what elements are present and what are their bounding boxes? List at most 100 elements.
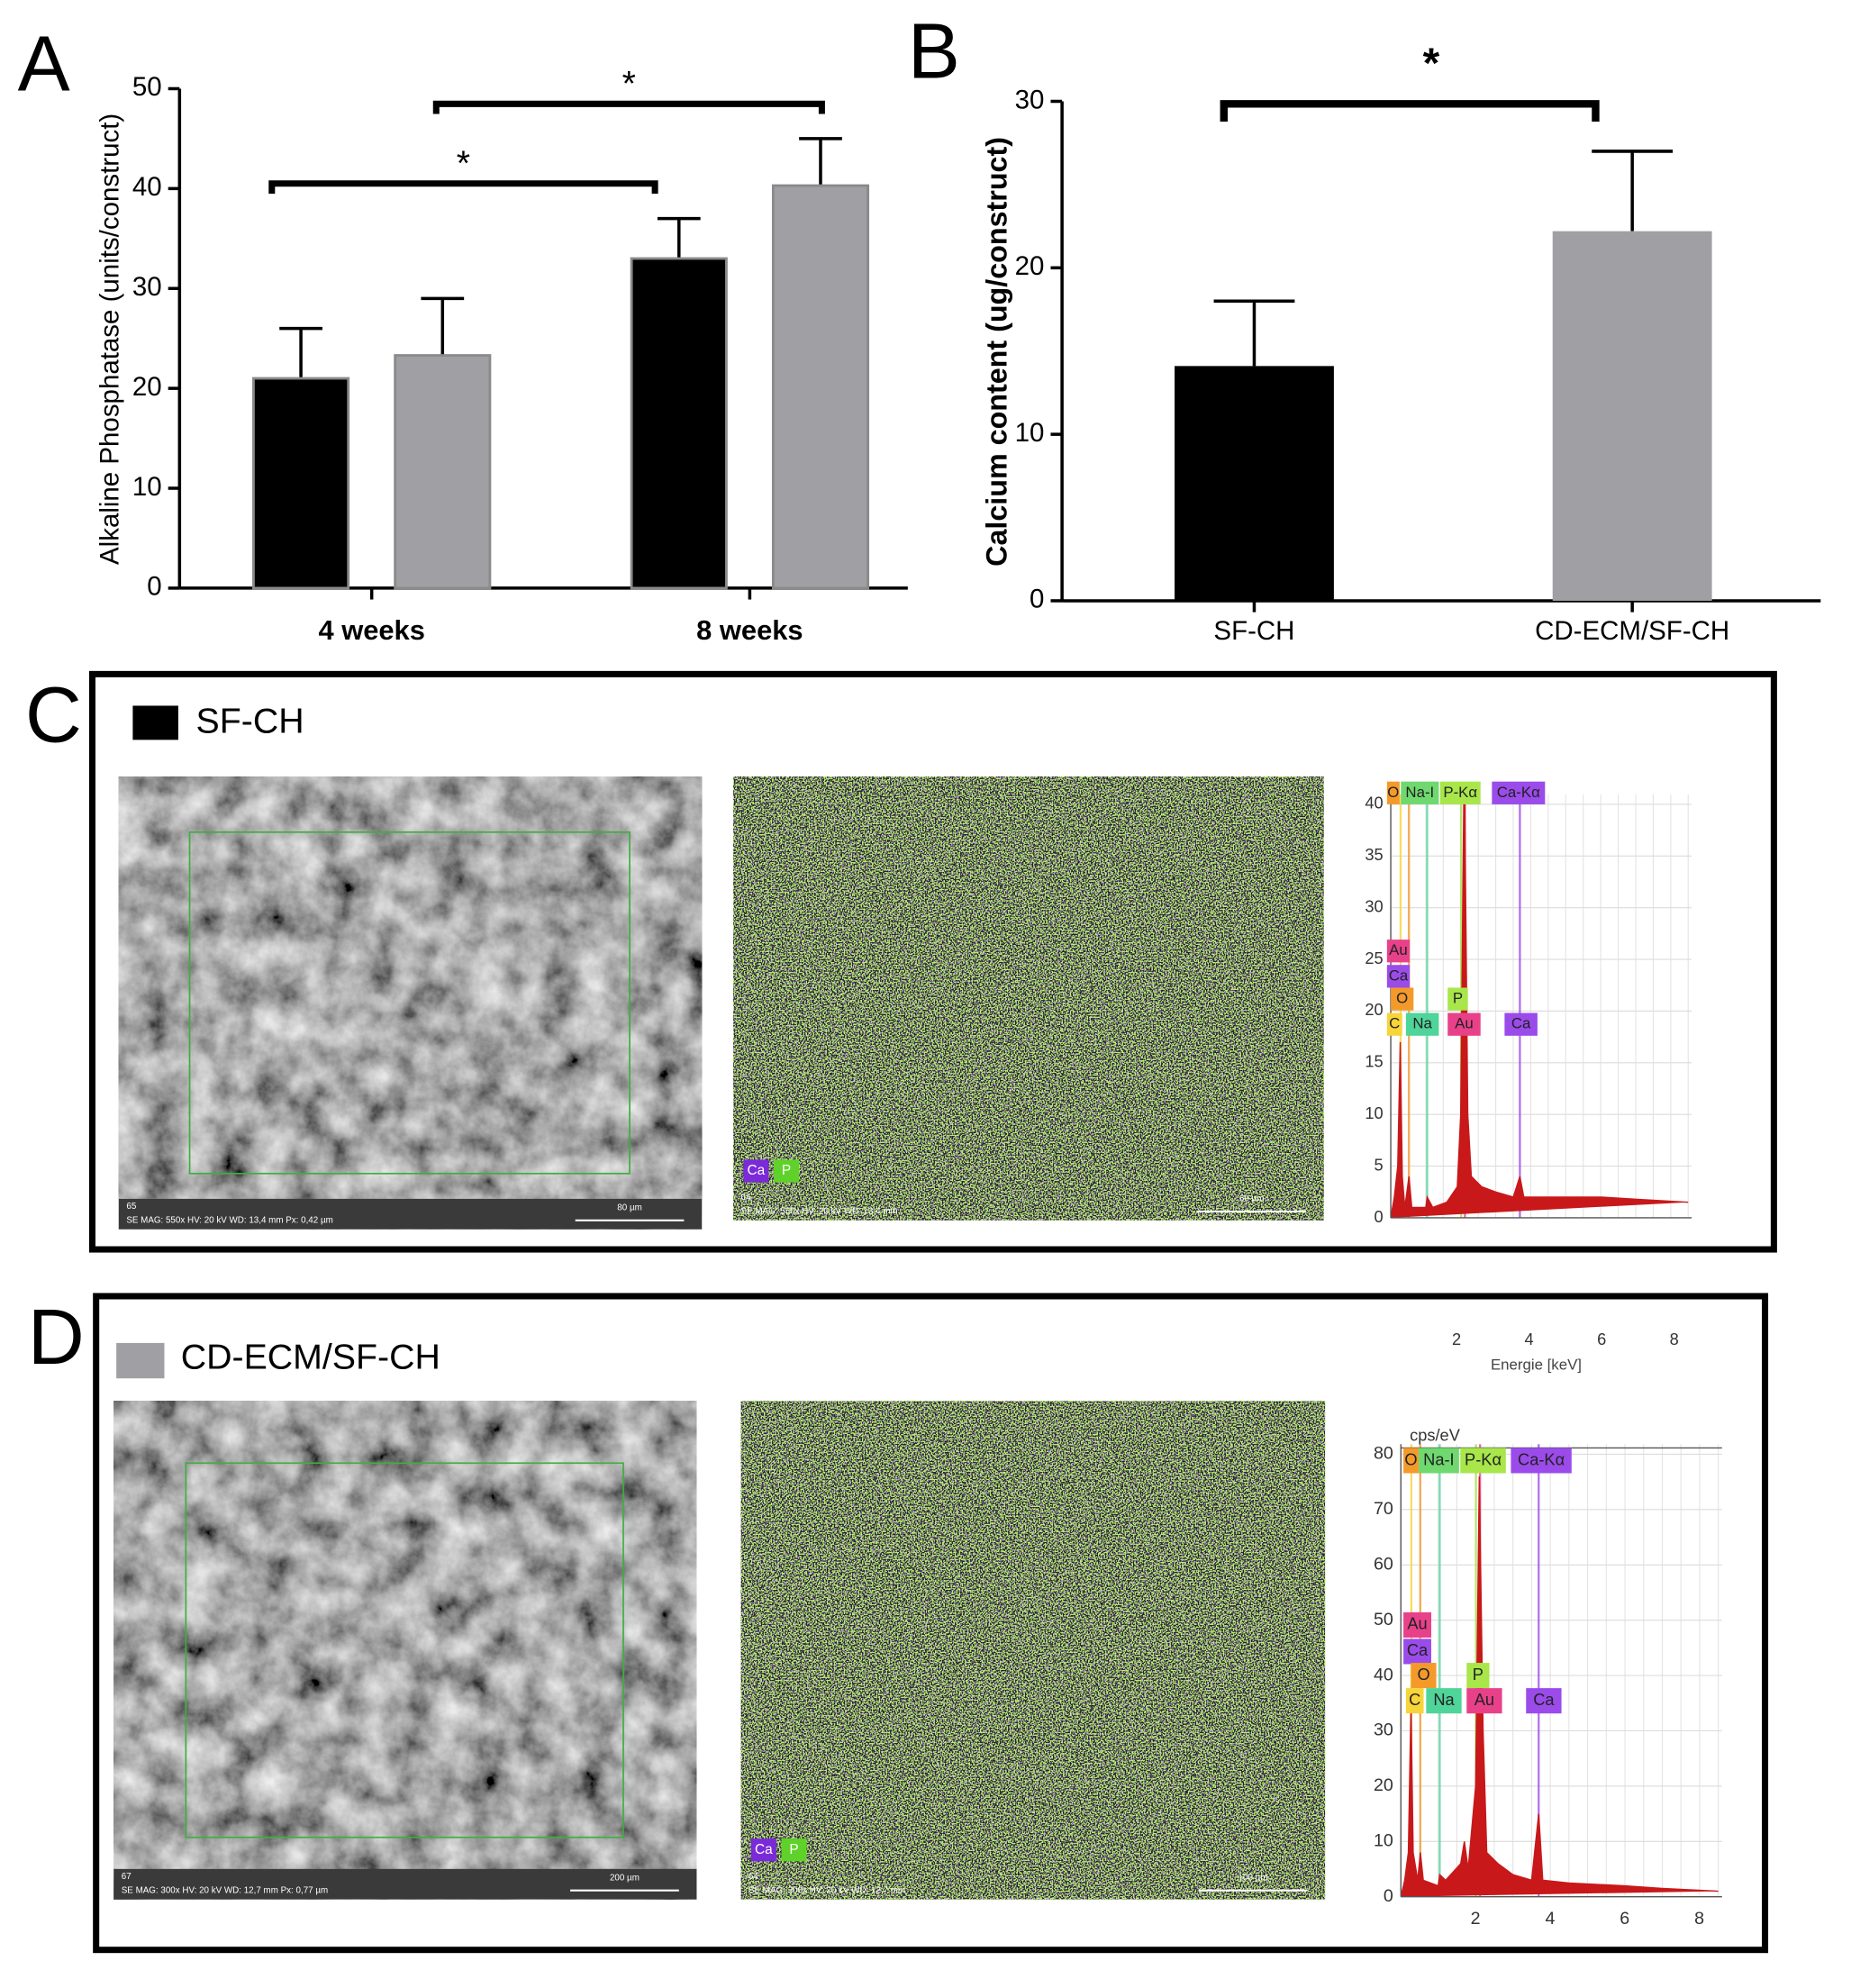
- image-id: 67: [122, 1872, 132, 1882]
- element-tag-label: Ca: [1407, 1640, 1429, 1659]
- element-tag-label: Ca-Kα: [1518, 1449, 1565, 1468]
- y-tick-label: 50: [132, 72, 162, 102]
- element-tag-label: Au: [1389, 941, 1408, 958]
- element-tag-label: Na: [1433, 1690, 1455, 1709]
- x-tick-label: 2: [1452, 1330, 1461, 1348]
- x-tick-label: 4 weeks: [318, 614, 424, 646]
- y-axis-label: Alkaline Phosphatase (units/construct): [95, 113, 124, 565]
- element-tag-label: Na-I: [1423, 1449, 1454, 1468]
- bar: [630, 257, 728, 590]
- element-tag: [1386, 940, 1411, 963]
- element-tag-label: Au: [1407, 1614, 1427, 1633]
- element-key-label: P: [782, 1163, 791, 1178]
- eds-map-p: [740, 1401, 1326, 1900]
- info-bar: [113, 1868, 697, 1900]
- legend-swatch: [116, 1342, 165, 1379]
- element-key: [743, 1159, 769, 1183]
- significance-bracket: [1220, 100, 1600, 122]
- x-tick-label: 8 weeks: [696, 614, 803, 646]
- bar: [394, 354, 492, 590]
- y-tick-label: 80: [1374, 1444, 1393, 1464]
- y-tick-label: 10: [132, 472, 162, 502]
- legend-label: SF-CH: [196, 701, 304, 740]
- element-tag: [1386, 781, 1400, 804]
- x-tick-label: 8: [1694, 1909, 1704, 1929]
- y-axis-label: Calcium content (ug/construct): [980, 137, 1012, 567]
- element-tag: [1403, 1639, 1431, 1665]
- sem-image: [118, 776, 703, 1230]
- image-info: SE MAG: 300x HV: 20 kV WD: 12,7 mm Px: 0…: [122, 1885, 328, 1895]
- info-bar: [118, 1198, 703, 1230]
- element-key: [774, 1159, 800, 1183]
- y-tick-label: 0: [1030, 585, 1044, 614]
- element-tag: [1526, 1688, 1562, 1714]
- bar: [1175, 366, 1334, 601]
- scale-label: 200 µm: [610, 1873, 640, 1883]
- element-tag-label: Au: [1455, 1015, 1474, 1032]
- x-tick-label: SF-CH: [1213, 616, 1294, 646]
- element-tag: [1466, 1663, 1490, 1689]
- element-tag-label: O: [1396, 990, 1408, 1007]
- panel-frame: [88, 670, 1777, 1253]
- y-unit-label: cps/eV: [1410, 1426, 1461, 1445]
- element-tag: [1426, 1688, 1462, 1714]
- significance-label: *: [457, 143, 470, 183]
- element-tag-label: O: [1417, 1665, 1429, 1684]
- image-id: 65: [126, 1202, 136, 1212]
- element-tag: [1466, 1688, 1502, 1714]
- y-tick-label: 5: [1374, 1155, 1383, 1174]
- element-tag: [1403, 1448, 1419, 1474]
- x-tick-label: 8: [1670, 1330, 1679, 1348]
- element-tag-label: Ca: [1389, 967, 1409, 984]
- element-tag-label: Ca-Kα: [1497, 784, 1540, 801]
- eds-map-p: [733, 776, 1324, 1221]
- element-tag: [1401, 781, 1439, 804]
- y-tick-label: 20: [1365, 1000, 1383, 1019]
- y-tick-label: 20: [132, 372, 162, 402]
- element-tag-label: O: [1404, 1449, 1417, 1468]
- x-tick-label: CD-ECM/SF-CH: [1535, 616, 1729, 646]
- y-tick-label: 25: [1365, 949, 1383, 967]
- element-tag: [1439, 781, 1481, 804]
- image-info: SE MAG: 300x HV: 20 kV WD: 12,7 mm: [749, 1885, 905, 1895]
- element-key: [750, 1838, 776, 1862]
- element-tag: [1504, 1012, 1538, 1036]
- element-tag: [1418, 1448, 1459, 1474]
- significance-label: *: [1423, 40, 1440, 87]
- y-tick-label: 15: [1365, 1052, 1383, 1071]
- y-tick-label: 0: [1384, 1886, 1393, 1906]
- y-tick-label: 20: [1015, 251, 1045, 281]
- element-tag: [1391, 987, 1414, 1011]
- image-id: 64: [749, 1872, 758, 1882]
- image-info: SE MAG: 550x HV: 20 kV WD: 13,4 mm: [741, 1207, 898, 1217]
- significance-bracket: [268, 180, 658, 194]
- y-tick-label: 10: [1365, 1103, 1383, 1122]
- significance-bracket: [432, 100, 825, 114]
- element-tag: [1386, 965, 1411, 988]
- scale-label: 60 µm: [1239, 1194, 1264, 1203]
- x-tick-label: 6: [1620, 1909, 1629, 1929]
- y-tick-label: 40: [1365, 794, 1383, 812]
- element-tag-label: Au: [1474, 1690, 1494, 1709]
- y-tick-label: 50: [1374, 1610, 1393, 1629]
- element-tag-label: Ca: [1511, 1015, 1531, 1032]
- panel-label: C: [25, 671, 82, 758]
- legend-swatch: [132, 705, 178, 740]
- y-tick-label: 30: [1365, 897, 1383, 916]
- element-tag: [1447, 987, 1468, 1011]
- scale-label: 100 µm: [1239, 1873, 1268, 1883]
- element-tag-label: P: [1453, 990, 1463, 1007]
- element-tag: [1460, 1448, 1506, 1474]
- element-tag-label: Na-I: [1405, 784, 1434, 801]
- element-tag-label: P-Kα: [1465, 1449, 1502, 1468]
- y-tick-label: 40: [1374, 1665, 1393, 1684]
- y-tick-label: 30: [1015, 85, 1045, 114]
- element-key-label: Ca: [755, 1842, 773, 1857]
- element-tag-label: C: [1389, 1015, 1400, 1032]
- panel-label: A: [18, 20, 70, 107]
- y-tick-label: 60: [1374, 1554, 1393, 1574]
- element-tag-label: C: [1409, 1690, 1420, 1709]
- legend-label: CD-ECM/SF-CH: [181, 1338, 440, 1377]
- scale-label: 80 µm: [617, 1203, 641, 1212]
